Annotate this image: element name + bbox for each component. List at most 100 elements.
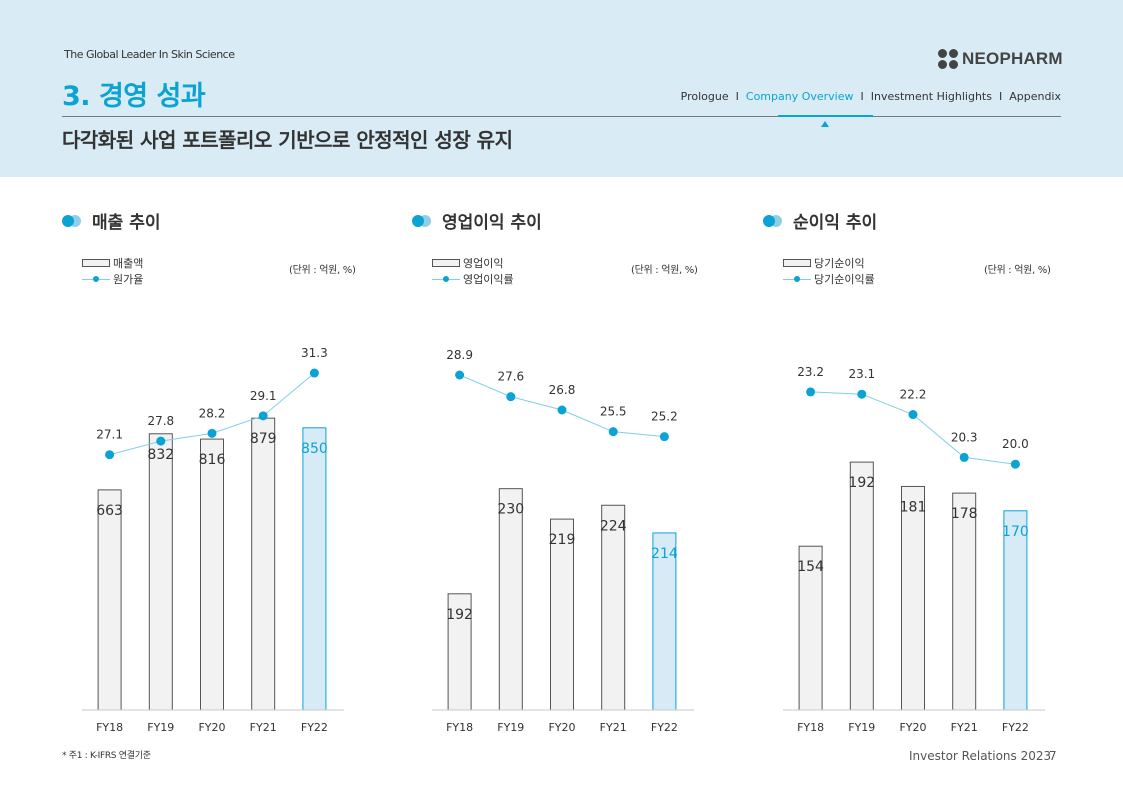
ratio-point <box>908 410 918 420</box>
operating-profit-chart-panel: 영업이익 추이 영업이익 영업이익률 (단위 : 억원, %) 192 230 21… <box>412 200 752 740</box>
ratio-point <box>857 389 867 399</box>
panel-title-text: 순이익 추이 <box>793 213 878 233</box>
x-tick-label: FY20 <box>899 721 926 734</box>
bar-fy19 <box>849 461 874 711</box>
net-income-chart-panel: 순이익 추이 당기순이익 당기순이익률 (단위 : 억원, %) 154 192 1… <box>763 200 1103 740</box>
bar-value-label: 170 <box>1002 524 1029 540</box>
ratio-point <box>258 411 268 421</box>
legend-line-label: 원가율 <box>113 273 144 286</box>
bar-fy18 <box>97 489 122 711</box>
ratio-value-label: 23.1 <box>848 367 875 381</box>
active-nav-underline <box>778 115 873 117</box>
bar-fy22 <box>302 427 327 711</box>
bar-fy19 <box>498 488 523 711</box>
ratio-point <box>156 436 166 446</box>
legend-bar-label: 매출액 <box>113 257 144 270</box>
ratio-value-label: 28.9 <box>446 348 473 362</box>
bullet-dots-icon <box>763 214 783 227</box>
ratio-value-label: 25.2 <box>651 410 678 424</box>
logo-text: NEOPHARM <box>962 49 1063 68</box>
x-tick-label: FY20 <box>548 721 575 734</box>
bar-fy20 <box>901 485 925 711</box>
header-divider <box>62 116 1061 117</box>
bar-value-label: 214 <box>651 546 678 562</box>
bar-value-label: 832 <box>147 447 174 463</box>
ratio-value-label: 29.1 <box>250 389 277 403</box>
ratio-point <box>659 432 669 442</box>
bar-fy19 <box>148 433 173 711</box>
nav-item-investment-highlights[interactable]: Investment Highlights <box>870 90 992 103</box>
bar-value-label: 219 <box>549 532 576 548</box>
page-subtitle: 다각화된 사업 포트폴리오 기반으로 안정적인 성장 유지 <box>62 128 513 152</box>
legend-line-swatch <box>432 274 460 284</box>
legend-line-swatch <box>783 274 811 284</box>
chart-legend: 당기순이익 당기순이익률 <box>783 255 875 287</box>
ratio-point <box>207 428 217 438</box>
bar-fy21 <box>601 504 626 711</box>
ratio-point <box>105 450 115 460</box>
panel-title: 순이익 추이 <box>763 208 877 233</box>
ratio-value-label: 31.3 <box>301 346 328 360</box>
bar-value-label: 850 <box>301 441 328 457</box>
bar-value-label: 192 <box>446 607 473 623</box>
legend-line-swatch <box>82 274 110 284</box>
chart-legend: 영업이익 영업이익률 <box>432 255 514 287</box>
nav-separator: I <box>860 90 864 103</box>
x-tick-label: FY18 <box>96 721 123 734</box>
x-tick-label: FY18 <box>797 721 824 734</box>
ratio-point <box>455 370 465 380</box>
panel-title: 매출 추이 <box>62 208 160 233</box>
ratio-point <box>1010 459 1020 469</box>
legend-bar-label: 영업이익 <box>463 257 504 270</box>
x-tick-label: FY22 <box>651 721 678 734</box>
revenue-chart-panel: 매출 추이 매출액 원가율 (단위 : 억원, %) 663 832 816 879 8… <box>62 200 402 740</box>
x-tick-label: FY19 <box>497 721 524 734</box>
ratio-value-label: 22.2 <box>900 388 927 402</box>
bar-value-label: 192 <box>848 475 875 491</box>
page-number: 7 <box>1049 749 1057 763</box>
logo-mark-icon <box>938 49 958 69</box>
ratio-value-label: 27.1 <box>96 428 123 442</box>
ratio-value-label: 27.6 <box>497 370 524 384</box>
bar-fy21 <box>952 492 977 711</box>
bar-fy22 <box>1003 510 1028 711</box>
legend-bar-swatch <box>432 259 460 267</box>
nav-item-company-overview[interactable]: Company Overview <box>745 90 854 103</box>
tagline: The Global Leader In Skin Science <box>64 48 235 61</box>
unit-label: (단위 : 억원, %) <box>631 265 698 276</box>
x-tick-label: FY19 <box>848 721 875 734</box>
nav-item-prologue[interactable]: Prologue <box>680 90 729 103</box>
ratio-point <box>806 387 816 397</box>
legend-bar-swatch <box>783 259 811 267</box>
nav-separator: I <box>735 90 739 103</box>
ratio-line <box>810 391 1016 465</box>
x-tick-label: FY21 <box>951 721 978 734</box>
bar-value-label: 879 <box>250 431 277 447</box>
legend-bar-swatch <box>82 259 110 267</box>
panel-title-text: 영업이익 추이 <box>442 213 542 233</box>
panel-title-text: 매출 추이 <box>92 213 161 233</box>
ratio-point <box>959 452 969 462</box>
bar-value-label: 230 <box>497 502 524 518</box>
chart-legend: 매출액 원가율 <box>82 255 143 287</box>
nav-separator: I <box>998 90 1003 103</box>
ratio-value-label: 28.2 <box>199 406 226 420</box>
x-tick-label: FY19 <box>147 721 174 734</box>
nav-item-appendix[interactable]: Appendix <box>1009 90 1061 103</box>
ratio-value-label: 23.2 <box>797 365 824 379</box>
operating-profit-chart: 192 230 219 224 214 28.9 27.6 26.8 25.5 25.2 FY18 F… <box>432 348 694 734</box>
header-band: The Global Leader In Skin Science NEOPHA… <box>0 0 1123 177</box>
section-title: 3. 경영 성과 <box>62 81 206 112</box>
ratio-value-label: 26.8 <box>549 383 576 397</box>
bar-value-label: 224 <box>600 518 627 534</box>
ratio-value-label: 27.8 <box>147 414 174 428</box>
x-tick-label: FY20 <box>198 721 225 734</box>
x-tick-label: FY22 <box>301 721 328 734</box>
ratio-value-label: 20.3 <box>951 430 978 444</box>
x-tick-label: FY21 <box>600 721 627 734</box>
revenue-chart: 663 832 816 879 850 27.1 27.8 28.2 29.1 31.3 FY18 F… <box>82 346 344 734</box>
x-tick-label: FY18 <box>446 721 473 734</box>
ratio-value-label: 25.5 <box>600 405 627 419</box>
legend-line-label: 당기순이익률 <box>814 273 875 286</box>
ratio-point <box>309 368 319 378</box>
